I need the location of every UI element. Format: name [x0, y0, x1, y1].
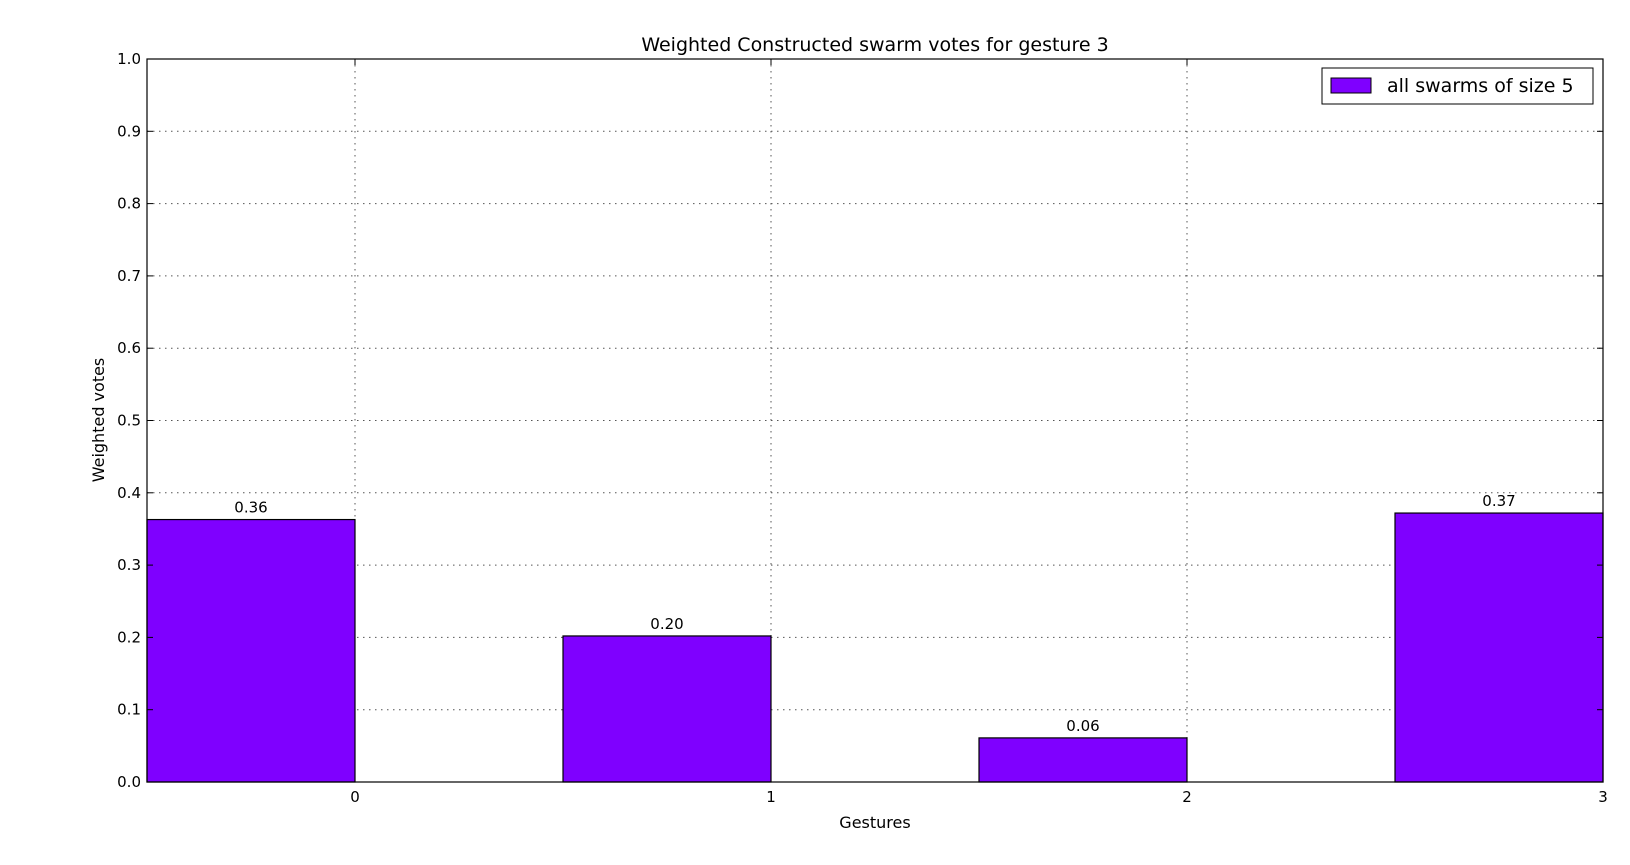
bar-value-label: 0.36	[234, 499, 267, 517]
legend-swatch	[1330, 77, 1372, 94]
y-tick-label: 0.1	[117, 701, 141, 719]
x-tick-label: 1	[766, 788, 776, 806]
y-tick-label: 1.0	[117, 50, 141, 68]
x-tick-label: 0	[350, 788, 360, 806]
plot-frame	[146, 58, 1604, 783]
legend-label: all swarms of size 5	[1387, 75, 1574, 97]
bar-2	[978, 737, 1188, 783]
y-tick-label: 0.2	[117, 628, 141, 646]
bar-value-label: 0.20	[650, 615, 683, 633]
x-axis-title: Gestures	[839, 813, 910, 832]
x-tick-label: 2	[1182, 788, 1192, 806]
bars	[146, 512, 1604, 783]
y-tick-label: 0.6	[117, 339, 141, 357]
chart-title: Weighted Constructed swarm votes for ges…	[641, 34, 1108, 56]
y-tick-label: 0.5	[117, 412, 141, 430]
y-tick-label: 0.8	[117, 195, 141, 213]
x-tick-label: 3	[1598, 788, 1608, 806]
y-tick-label: 0.4	[117, 484, 141, 502]
grid-lines	[147, 59, 1603, 782]
bar-value-label: 0.37	[1482, 492, 1515, 510]
bar-value-label: 0.06	[1066, 717, 1099, 735]
bar-1	[562, 635, 772, 783]
axis-ticks: 0.0 0.1 0.2 0.3 0.4 0.5 0.6 0.7 0.8 0.9 1.0 0 1 2 3	[117, 50, 1608, 806]
y-tick-label: 0.3	[117, 556, 141, 574]
bar-3	[1394, 512, 1604, 783]
bar-0	[146, 518, 356, 783]
y-tick-label: 0.7	[117, 267, 141, 285]
y-tick-label: 0.9	[117, 122, 141, 140]
legend: all swarms of size 5	[1321, 67, 1594, 105]
y-axis-title: Weighted votes	[89, 358, 108, 483]
bar-value-labels: 0.36 0.20 0.06 0.37	[234, 492, 1515, 735]
y-tick-label: 0.0	[117, 773, 141, 791]
